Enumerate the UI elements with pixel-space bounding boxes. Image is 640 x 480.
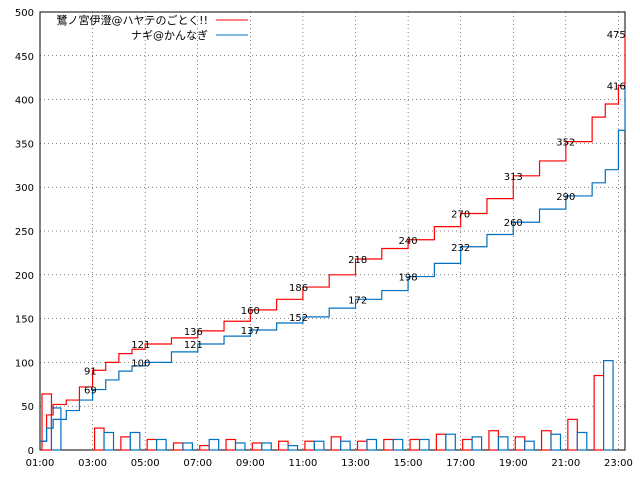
bar-1-16 <box>471 436 483 451</box>
legend: 鷺ノ宮伊澄@ハヤテのごとく!! ナギ@かんなぎ <box>57 13 248 42</box>
y-tick-label: 500 <box>15 8 34 19</box>
bar-1-9 <box>287 445 299 451</box>
bar-0-18 <box>514 436 526 451</box>
data-label: 270 <box>451 209 470 220</box>
data-label: 100 <box>131 358 150 369</box>
x-tick-label: 05:00 <box>131 458 160 469</box>
x-axis-ticks: 01:00 03:00 05:00 07:00 09:00 11:00 13:00 15:00… <box>26 458 633 469</box>
bar-1-18 <box>524 440 535 451</box>
series-line-1 <box>40 85 626 442</box>
data-label: 475 <box>607 30 626 41</box>
data-label: 172 <box>348 295 367 306</box>
x-tick-label: 11:00 <box>289 458 318 469</box>
data-label: 137 <box>241 326 260 337</box>
bar-1-21 <box>602 360 614 451</box>
bar-1-12 <box>366 438 378 451</box>
bar-1-15 <box>445 433 456 451</box>
data-label: 136 <box>184 327 203 338</box>
data-label: 218 <box>348 255 367 266</box>
bar-1-3 <box>129 431 141 451</box>
bar-0-2 <box>93 427 105 451</box>
legend-label-1: ナギ@かんなぎ <box>131 28 208 42</box>
bar-0-11 <box>330 436 342 451</box>
bar-1-6 <box>208 438 220 451</box>
x-tick-label: 13:00 <box>341 458 370 469</box>
bar-0-21 <box>593 374 605 451</box>
bar-1-11 <box>340 440 351 451</box>
y-tick-label: 250 <box>15 227 34 238</box>
x-tick-label: 21:00 <box>551 458 580 469</box>
bar-0-6 <box>199 445 210 451</box>
y-tick-label: 300 <box>15 183 34 194</box>
x-tick-label: 17:00 <box>446 458 475 469</box>
data-label: 198 <box>399 273 418 284</box>
data-label: 352 <box>556 138 575 149</box>
y-tick-label: 50 <box>21 402 34 413</box>
x-tick-label: 09:00 <box>236 458 265 469</box>
bar-0-3 <box>120 436 131 451</box>
x-tick-label: 23:00 <box>604 458 633 469</box>
bar-1-10 <box>313 440 325 451</box>
bar-1-2 <box>103 431 115 451</box>
data-labels: 91 69 121 100 136 121 160 137 186 152 218 172 240 198… <box>84 30 626 397</box>
data-label: 260 <box>504 218 523 229</box>
bar-1-20 <box>576 431 588 451</box>
x-tick-label: 15:00 <box>394 458 423 469</box>
data-label: 160 <box>241 306 260 317</box>
data-label: 232 <box>451 243 470 254</box>
bar-0-15 <box>435 433 447 451</box>
bar-0-7 <box>225 438 237 451</box>
series-lines <box>40 33 626 442</box>
y-axis-ticks: 0 50 100 150 200 250 300 350 400 450 500 <box>15 8 34 457</box>
y-tick-label: 450 <box>15 52 34 63</box>
bar-1-5 <box>182 442 193 451</box>
bar-1-13 <box>392 438 404 451</box>
x-tick-label: 19:00 <box>499 458 528 469</box>
bar-1-4 <box>156 438 167 451</box>
x-tick-label: 01:00 <box>26 458 55 469</box>
hourly-bars <box>41 360 614 451</box>
y-tick-label: 400 <box>15 96 34 107</box>
x-tick-label: 03:00 <box>78 458 107 469</box>
bar-0-4 <box>146 438 158 451</box>
bar-0-14 <box>409 438 421 451</box>
bar-1-19 <box>550 433 562 451</box>
bar-0-17 <box>488 430 500 451</box>
bar-0-19 <box>540 430 552 451</box>
y-tick-label: 200 <box>15 271 34 282</box>
bar-0-20 <box>567 418 578 451</box>
y-tick-label: 150 <box>15 315 34 326</box>
data-label: 121 <box>184 340 203 351</box>
x-tick-label: 07:00 <box>183 458 212 469</box>
data-label: 290 <box>556 192 575 203</box>
data-label: 152 <box>289 313 308 324</box>
legend-label-0: 鷺ノ宮伊澄@ハヤテのごとく!! <box>57 13 209 27</box>
y-tick-label: 100 <box>15 358 34 369</box>
bar-0-9 <box>278 440 289 451</box>
y-tick-label: 0 <box>28 446 34 457</box>
bar-0-5 <box>172 442 184 451</box>
y-tick-label: 350 <box>15 139 34 150</box>
bar-1-0 <box>50 407 62 451</box>
data-label: 91 <box>84 366 97 377</box>
data-label: 240 <box>399 236 418 247</box>
bar-0-16 <box>462 438 473 451</box>
data-label: 69 <box>84 386 97 397</box>
bar-0-10 <box>304 440 315 451</box>
bar-1-17 <box>497 436 509 451</box>
data-label: 313 <box>504 172 523 183</box>
bar-1-14 <box>418 438 430 451</box>
bar-0-13 <box>383 438 394 451</box>
data-label: 121 <box>131 340 150 351</box>
bar-0-8 <box>251 442 263 451</box>
bar-1-7 <box>234 442 246 451</box>
data-label: 416 <box>607 82 626 93</box>
bar-1-8 <box>261 442 272 451</box>
data-label: 186 <box>289 283 308 294</box>
bar-0-12 <box>356 440 368 451</box>
series-line-0 <box>40 33 626 442</box>
